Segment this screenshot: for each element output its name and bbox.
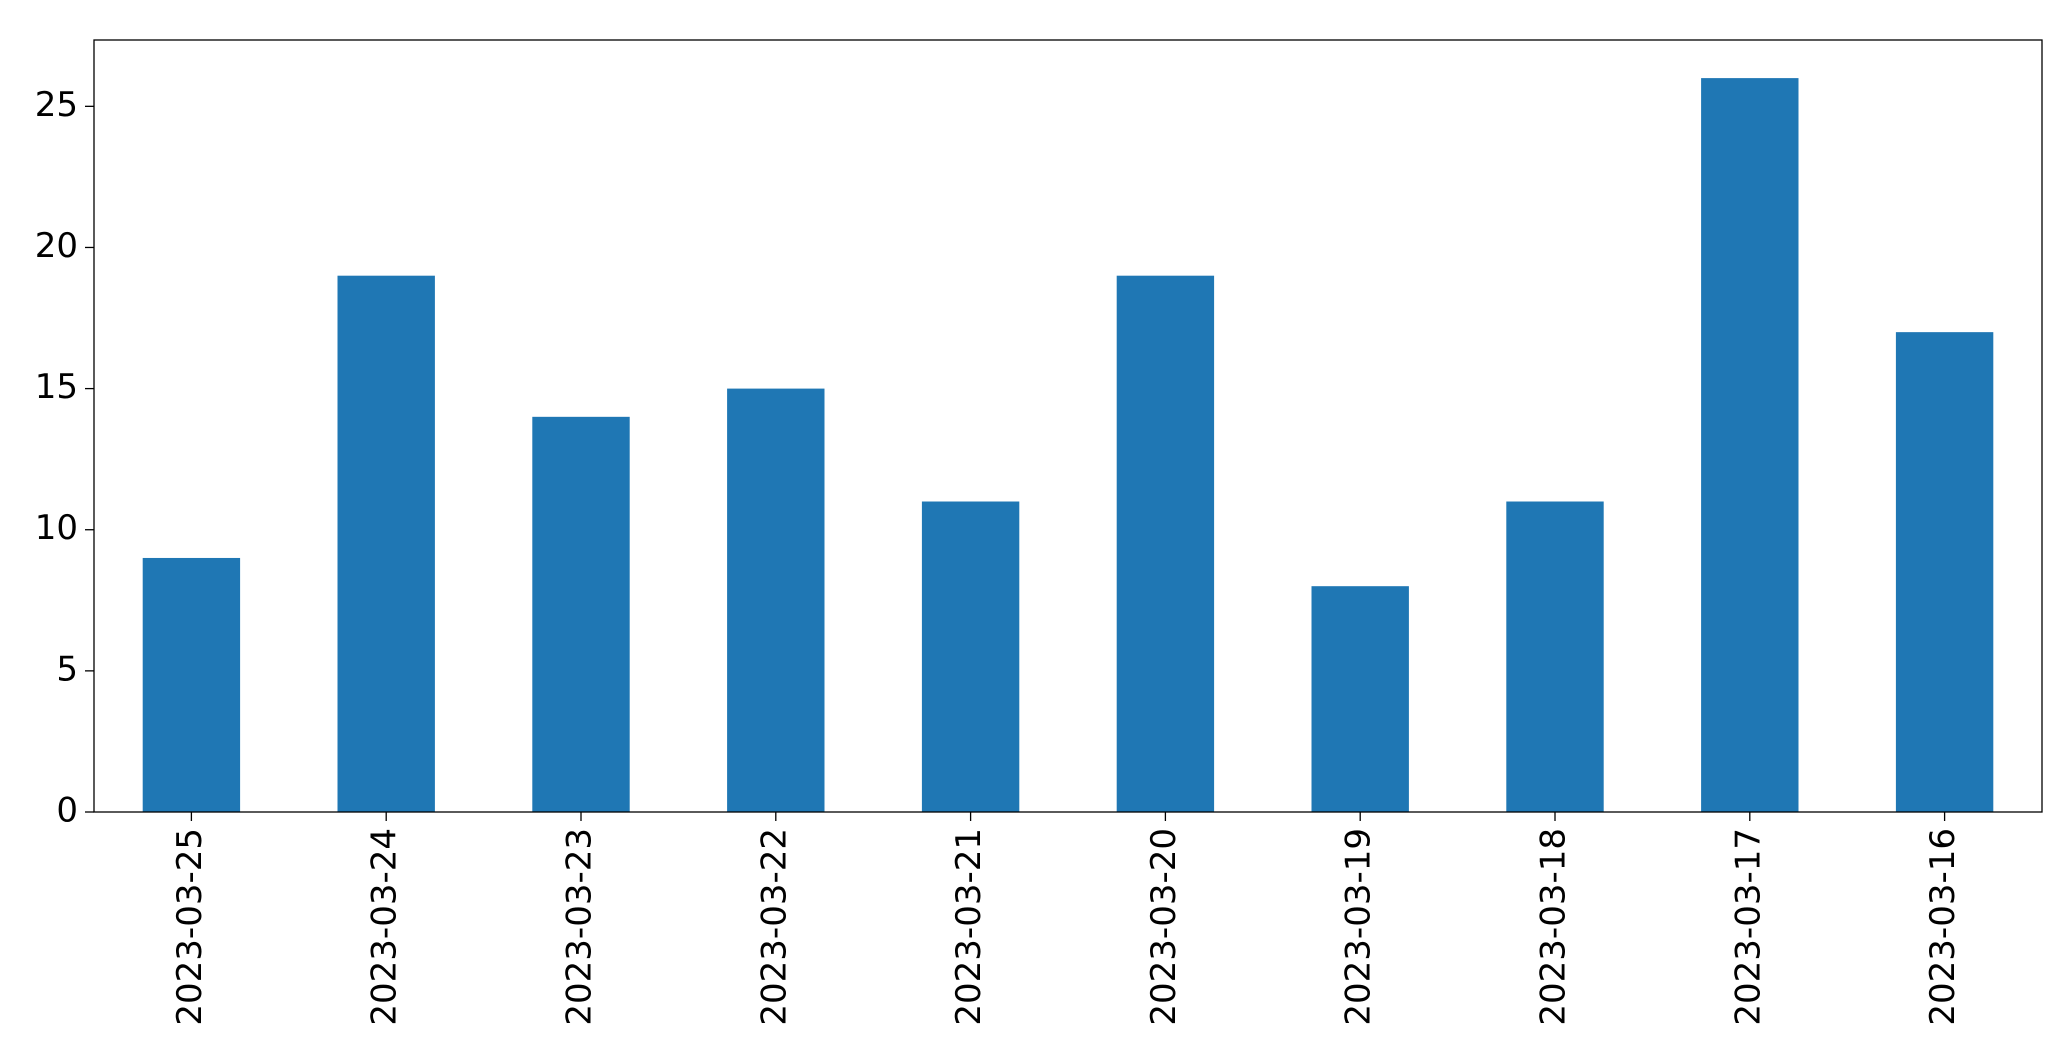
bar: [142, 557, 241, 812]
bar: [921, 501, 1020, 812]
x-tick-label: 2023-03-18: [1534, 828, 1574, 1026]
bar: [1701, 78, 1799, 813]
x-tick-label: 2023-03-22: [754, 828, 794, 1026]
bar: [1895, 332, 1994, 812]
bar: [1506, 501, 1604, 812]
x-tick-label: 2023-03-19: [1339, 828, 1379, 1026]
y-tick-label: 20: [35, 226, 78, 266]
y-tick-label: 25: [35, 85, 78, 125]
y-tick-label: 10: [35, 508, 78, 548]
bar: [727, 388, 825, 812]
plot-frame: [93, 39, 2043, 813]
y-tick-label: 15: [35, 367, 78, 407]
bar: [337, 275, 435, 812]
x-tick-label: 2023-03-21: [949, 828, 989, 1026]
x-tick-label: 2023-03-24: [365, 828, 405, 1026]
y-tick-label: 5: [56, 649, 78, 689]
x-tick-label: 2023-03-25: [170, 828, 210, 1026]
y-tick-label: 0: [56, 791, 78, 831]
x-tick-label: 2023-03-20: [1144, 828, 1184, 1026]
x-tick-label: 2023-03-23: [560, 828, 600, 1026]
bar: [1311, 586, 1409, 812]
x-tick-label: 2023-03-17: [1728, 828, 1768, 1026]
bar: [532, 416, 630, 812]
bar: [1116, 275, 1215, 812]
x-tick-label: 2023-03-16: [1923, 828, 1963, 1026]
